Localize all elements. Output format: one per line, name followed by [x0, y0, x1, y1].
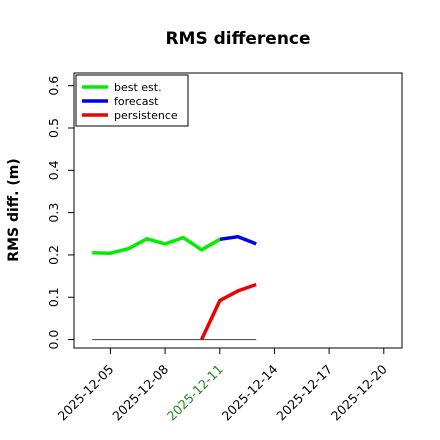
- series-line-persistence: [200, 282, 257, 341]
- series-line-forecast: [219, 234, 257, 246]
- x-tick-label: 2025-12-14: [219, 361, 281, 423]
- series-line-best-est: [92, 235, 221, 255]
- y-tick-label: 0.5: [46, 118, 61, 138]
- y-tick-label: 0.6: [46, 76, 61, 96]
- y-tick-label: 0.2: [46, 245, 61, 265]
- plot-frame: [73, 72, 403, 349]
- x-tick-label: 2025-12-11: [164, 362, 226, 424]
- y-tick-label: 0.1: [46, 287, 61, 307]
- x-tick-label: 2025-12-17: [273, 362, 335, 424]
- chart-title: RMS difference: [165, 29, 310, 49]
- x-tick-label: 2025-12-08: [109, 361, 171, 423]
- y-tick-label: 0.0: [46, 330, 61, 350]
- x-tick-label: 2025-12-20: [328, 361, 390, 423]
- legend-label-forecast: forecast: [114, 95, 159, 108]
- y-tick-label: 0.4: [46, 160, 61, 180]
- x-tick-label: 2025-12-05: [55, 362, 117, 424]
- y-tick-label: 0.3: [46, 203, 61, 223]
- legend-label-persistence: persistence: [114, 109, 178, 122]
- legend-label-best-est: best est.: [114, 81, 162, 94]
- plot-area: 0.0 0.1 0.2 0.3 0.4 0.5 0.6 2025-12-052025-12-0…: [46, 72, 403, 424]
- y-axis-label: RMS diff. (m): [6, 158, 22, 261]
